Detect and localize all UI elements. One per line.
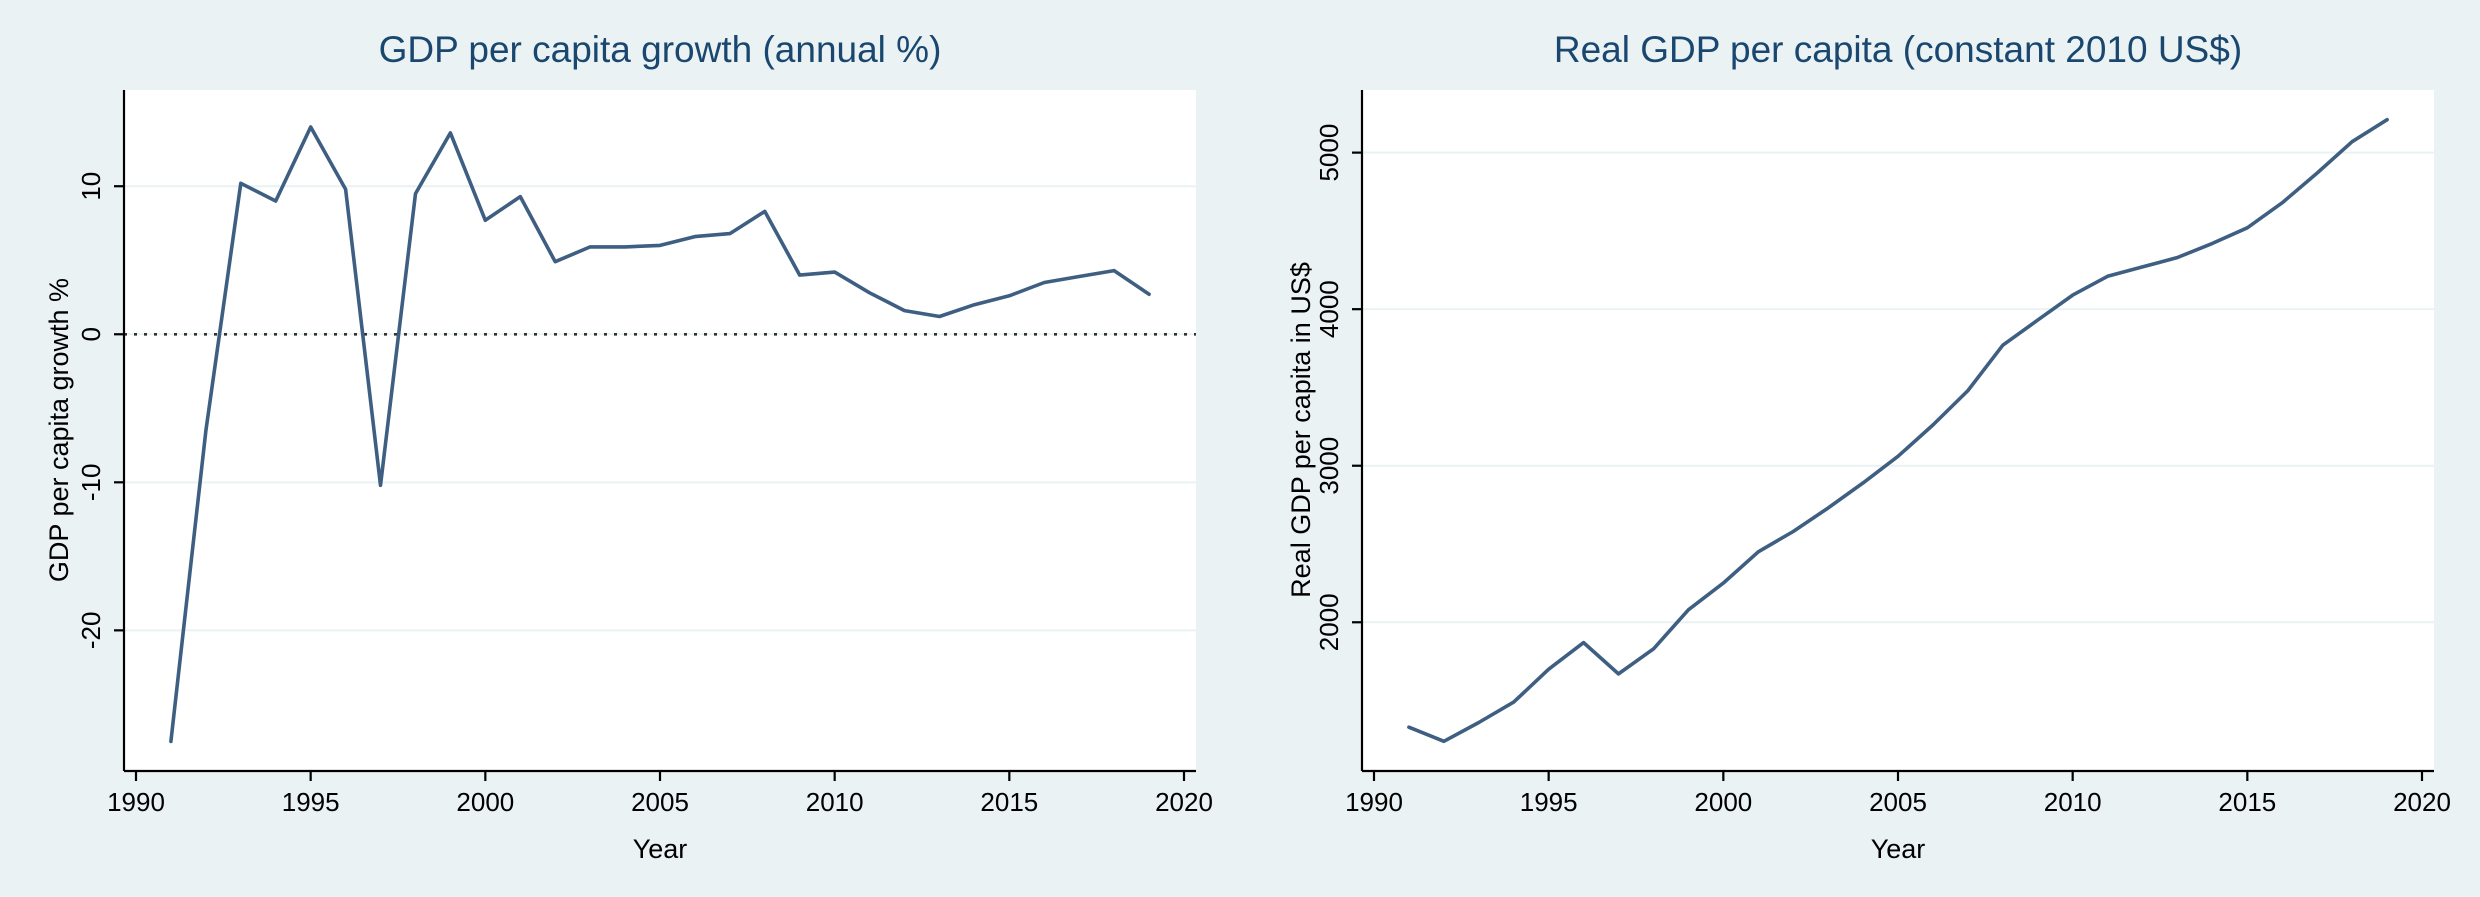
x-ticks: 1990 1995 2000 2005 2010 2015 2020 (1345, 771, 2451, 817)
x-tick-label: 2005 (631, 787, 689, 817)
series-line (1407, 117, 2389, 744)
y-tick-label: 3000 (1314, 437, 1344, 495)
chart-title: Real GDP per capita (constant 2010 US$) (1554, 29, 2242, 70)
x-tick-label: 2015 (2218, 787, 2276, 817)
x-tick-label: 2010 (2044, 787, 2102, 817)
y-tick-label: 2000 (1314, 593, 1344, 651)
chart-title: GDP per capita growth (annual %) (379, 29, 942, 70)
y-axis-label: GDP per capita growth % (44, 278, 74, 582)
y-ticks: -20 -10 0 10 (76, 172, 124, 649)
plot-area (124, 90, 1196, 771)
x-tick-label: 2000 (456, 787, 514, 817)
x-tick-label: 2020 (2393, 787, 2451, 817)
series-group (1407, 117, 2389, 744)
x-tick-label: 2000 (1694, 787, 1752, 817)
x-tick-label: 2020 (1155, 787, 1213, 817)
x-tick-label: 1995 (282, 787, 340, 817)
chart-real-gdp: Real GDP per capita (constant 2010 US$) … (1286, 29, 2451, 864)
series-line (169, 125, 1151, 744)
y-tick-label: -10 (76, 464, 106, 502)
gridlines (124, 185, 1196, 632)
y-tick-label: 0 (76, 327, 106, 341)
y-axis-label: Real GDP per capita in US$ (1286, 262, 1316, 598)
x-tick-label: 1995 (1520, 787, 1578, 817)
x-tick-label: 2005 (1869, 787, 1927, 817)
x-tick-label: 2015 (980, 787, 1038, 817)
x-ticks: 1990 1995 2000 2005 2010 2015 2020 (107, 771, 1213, 817)
y-tick-label: -20 (76, 612, 106, 650)
y-tick-label: 10 (76, 172, 106, 201)
x-axis-label: Year (1871, 834, 1926, 864)
x-tick-label: 1990 (107, 787, 165, 817)
x-axis-label: Year (633, 834, 688, 864)
y-tick-label: 4000 (1314, 280, 1344, 338)
x-tick-label: 1990 (1345, 787, 1403, 817)
chart-gdp-growth: GDP per capita growth (annual %) 1990 199… (44, 29, 1213, 864)
plot-area (1362, 90, 2434, 771)
series-group (169, 125, 1151, 744)
y-tick-label: 5000 (1314, 124, 1344, 182)
gridlines (1362, 151, 2434, 624)
y-ticks: 2000 3000 4000 5000 (1314, 124, 1362, 651)
x-tick-label: 2010 (806, 787, 864, 817)
